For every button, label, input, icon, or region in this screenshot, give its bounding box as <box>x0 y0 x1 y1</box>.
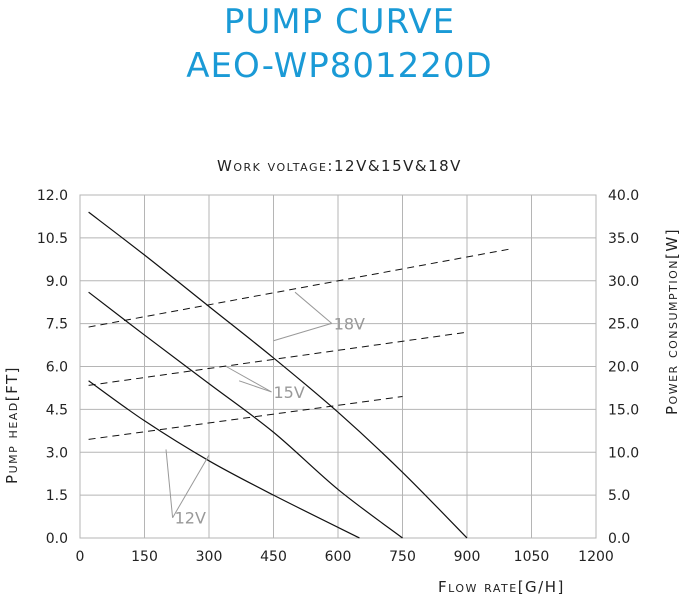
annotation-leader-12v <box>172 454 210 518</box>
x-tick-label: 450 <box>260 549 287 565</box>
series <box>88 211 511 539</box>
y-tick-label-right: 5.0 <box>608 488 630 504</box>
plot-frame <box>79 194 597 539</box>
y-tick-label-left: 12.0 <box>37 188 68 204</box>
power-curve-15v <box>88 331 468 386</box>
power-curve-12v <box>88 396 403 440</box>
axes: 0 150 300 450 600 750 900 1050 1200 0.0 1.5 3.0 4.5 6… <box>37 188 639 565</box>
head-curve-12v <box>88 380 360 539</box>
annotation-leader-15v <box>238 380 272 393</box>
annotation-label-12v: 12V <box>175 509 206 528</box>
x-tick-label: 300 <box>196 549 223 565</box>
y-tick-label-left: 10.5 <box>37 231 68 247</box>
y-tick-label-left: 4.5 <box>46 402 68 418</box>
y-tick-label-right: 35.0 <box>608 231 639 247</box>
x-tick-label: 150 <box>131 549 158 565</box>
y-tick-label-right: 25.0 <box>608 317 639 333</box>
y-tick-label-right: 10.0 <box>608 445 639 461</box>
y-tick-label-right: 40.0 <box>608 188 639 204</box>
y-tick-label-left: 9.0 <box>46 274 68 290</box>
grid <box>79 194 597 539</box>
y-tick-label-left: 3.0 <box>46 445 68 461</box>
x-tick-label: 750 <box>389 549 416 565</box>
annotation-label-15v: 15V <box>274 383 305 402</box>
y-tick-label-right: 15.0 <box>608 402 639 418</box>
y-tick-label-left: 1.5 <box>46 488 68 504</box>
x-tick-label: 900 <box>454 549 481 565</box>
x-tick-label: 1200 <box>578 549 614 565</box>
model-number: AEO-WP801220D <box>186 46 493 86</box>
y-tick-label-right: 20.0 <box>608 360 639 376</box>
annotation-leader-12v <box>165 449 174 518</box>
y-tick-label-left: 0.0 <box>46 531 68 547</box>
y-tick-label-left: 7.5 <box>46 317 68 333</box>
y-tick-label-right: 30.0 <box>608 274 639 290</box>
head-curve-18v <box>88 211 468 539</box>
annotation-leader-15v <box>225 366 272 393</box>
x-axis-label: Flow rate[G/H] <box>438 578 565 596</box>
annotation-leader-18v <box>273 322 332 342</box>
annotations: 12V 15V 18V <box>165 291 365 528</box>
annotation-leader-18v <box>294 291 333 324</box>
chart-subtitle: Work voltage:12V&15V&18V <box>217 157 462 175</box>
x-tick-label: 600 <box>325 549 352 565</box>
x-tick-label: 0 <box>76 549 85 565</box>
y-tick-label-left: 6.0 <box>46 360 68 376</box>
chart-title: PUMP CURVE <box>223 2 456 42</box>
head-curve-15v <box>88 291 403 539</box>
annotation-label-18v: 18V <box>334 314 365 333</box>
y-tick-label-right: 0.0 <box>608 531 630 547</box>
x-tick-label: 1050 <box>514 549 550 565</box>
